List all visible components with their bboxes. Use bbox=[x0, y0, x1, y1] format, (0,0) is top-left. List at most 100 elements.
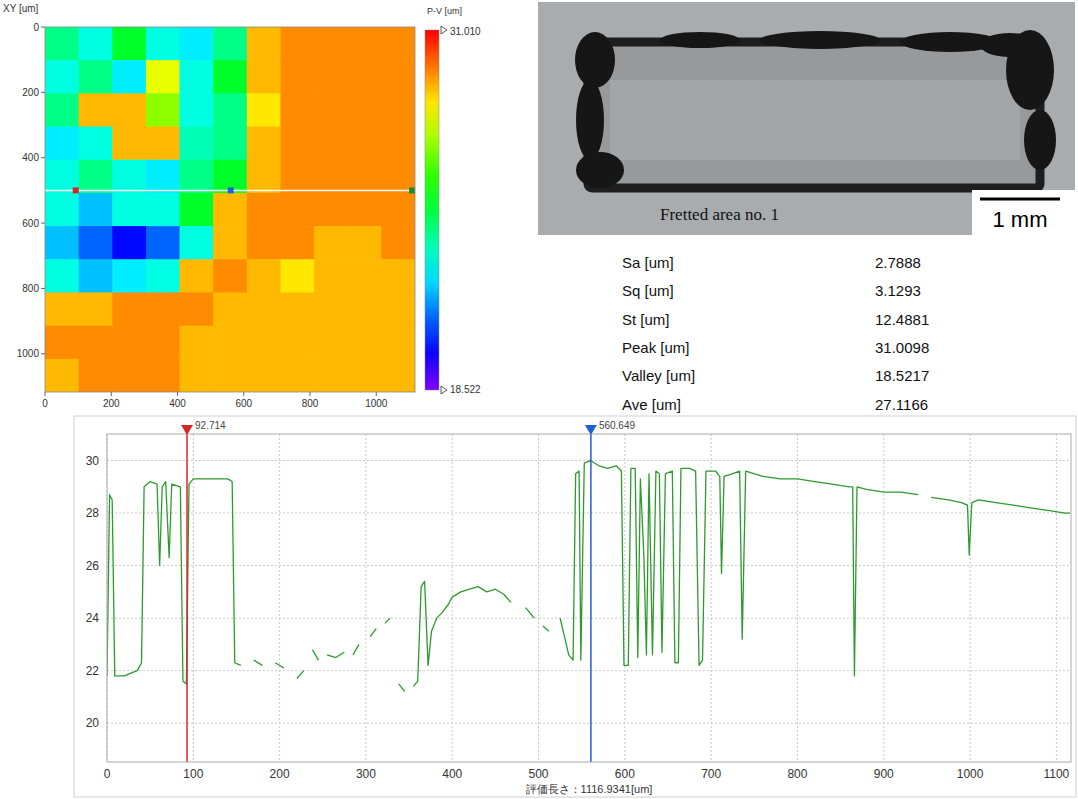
photo-ground bbox=[538, 2, 1075, 235]
heatmap-cell bbox=[180, 60, 214, 94]
heatmap-cell bbox=[112, 226, 146, 260]
heatmap-cell bbox=[79, 127, 113, 161]
x-tick-label: 500 bbox=[529, 767, 549, 781]
chart-panel bbox=[74, 416, 1076, 797]
heatmap-cell bbox=[213, 93, 247, 127]
heatmap-cell bbox=[213, 359, 247, 392]
heatmap-cell bbox=[79, 226, 113, 260]
heatmap-cell bbox=[112, 60, 146, 94]
x-tick bbox=[45, 392, 46, 396]
heatmap-cell bbox=[45, 27, 79, 61]
heatmap-cell bbox=[146, 93, 180, 127]
heatmap-cell bbox=[280, 259, 314, 293]
heatmap-cell bbox=[213, 326, 247, 360]
heatmap-cell bbox=[280, 160, 314, 194]
y-tick-label: 1000 bbox=[17, 348, 40, 359]
y-tick-label: 24 bbox=[86, 611, 100, 625]
heatmap-cell bbox=[247, 226, 281, 260]
x-tick-label: 600 bbox=[235, 398, 252, 409]
heatmap-cell bbox=[348, 193, 382, 227]
y-tick bbox=[41, 288, 45, 289]
heatmap-cell bbox=[381, 60, 415, 94]
heatmap-cell bbox=[213, 259, 247, 293]
heatmap-cell bbox=[180, 292, 214, 326]
heatmap-cell bbox=[314, 93, 348, 127]
colorbar bbox=[425, 30, 439, 390]
y-tick-label: 28 bbox=[86, 506, 100, 520]
plot-area bbox=[107, 434, 1070, 762]
grid-line bbox=[1056, 434, 1057, 762]
heatmap-cell bbox=[79, 359, 113, 392]
heatmap-cell bbox=[247, 27, 281, 61]
heatmap-cell bbox=[146, 226, 180, 260]
heatmap-cell bbox=[180, 359, 214, 392]
table-label: Sa [um] bbox=[622, 254, 674, 271]
heatmap-cells bbox=[45, 27, 415, 392]
wear-debris bbox=[660, 32, 740, 48]
heatmap-cell bbox=[280, 193, 314, 227]
heatmap-cell bbox=[180, 160, 214, 194]
heatmap-cell bbox=[314, 193, 348, 227]
heatmap-cell bbox=[213, 60, 247, 94]
profile-line bbox=[107, 461, 1070, 692]
heatmap-cell bbox=[381, 226, 415, 260]
figure: 0200400600800100002004006008001000XY [um… bbox=[0, 0, 1078, 799]
heatmap-cell bbox=[348, 93, 382, 127]
grid-line bbox=[279, 434, 280, 762]
heatmap-cell bbox=[146, 193, 180, 227]
cursor-label: 92.714 bbox=[195, 420, 226, 431]
x-tick bbox=[177, 392, 178, 396]
table-value: 31.0098 bbox=[875, 339, 929, 356]
profile-cursor-marker bbox=[73, 187, 79, 193]
x-tick-label: 700 bbox=[701, 767, 721, 781]
heatmap-cell bbox=[146, 292, 180, 326]
table-value: 18.5217 bbox=[875, 367, 929, 384]
heatmap-cell bbox=[280, 60, 314, 94]
x-tick-label: 0 bbox=[104, 767, 111, 781]
heatmap-cell bbox=[79, 160, 113, 194]
heatmap-cell bbox=[381, 259, 415, 293]
table-value: 12.4881 bbox=[875, 311, 929, 328]
heatmap-cell bbox=[348, 359, 382, 392]
heatmap-cell bbox=[180, 27, 214, 61]
table-value: 27.1166 bbox=[875, 396, 928, 413]
grid-line bbox=[107, 513, 1071, 514]
y-tick bbox=[41, 92, 45, 93]
x-tick-label: 1000 bbox=[365, 398, 388, 409]
heatmap-cell bbox=[348, 326, 382, 360]
heatmap-cell bbox=[247, 193, 281, 227]
colorbar-tick-label: 18.522 bbox=[450, 384, 481, 395]
grid-line bbox=[193, 434, 194, 762]
heatmap-cell bbox=[213, 127, 247, 161]
heatmap-cell bbox=[280, 326, 314, 360]
heatmap-cell bbox=[180, 93, 214, 127]
x-tick-label: 900 bbox=[874, 767, 894, 781]
y-tick bbox=[41, 27, 45, 28]
table-label: Sq [um] bbox=[622, 282, 674, 299]
photo: Fretted area no. 11 mm bbox=[538, 2, 1075, 235]
heatmap-cell bbox=[146, 359, 180, 392]
heatmap-cell bbox=[280, 359, 314, 392]
grid-line bbox=[538, 434, 539, 762]
heatmap-cell bbox=[314, 292, 348, 326]
heatmap-cell bbox=[247, 60, 281, 94]
heatmap-cell bbox=[247, 326, 281, 360]
y-tick-label: 200 bbox=[22, 87, 39, 98]
heatmap-cell bbox=[45, 93, 79, 127]
heatmap-cell bbox=[314, 226, 348, 260]
heatmap-cell bbox=[247, 160, 281, 194]
heatmap-cell bbox=[280, 226, 314, 260]
grid-line bbox=[970, 434, 971, 762]
wear-debris bbox=[1024, 110, 1056, 170]
heatmap-cell bbox=[112, 27, 146, 61]
grid-line bbox=[883, 434, 884, 762]
heatmap-cell bbox=[348, 27, 382, 61]
heatmap-cell bbox=[348, 259, 382, 293]
x-tick-label: 800 bbox=[787, 767, 807, 781]
grid-line bbox=[107, 565, 1071, 566]
grid-line bbox=[365, 434, 366, 762]
y-tick-label: 20 bbox=[86, 716, 100, 730]
x-tick-label: 100 bbox=[183, 767, 203, 781]
x-tick-label: 1100 bbox=[1043, 767, 1069, 781]
wear-debris bbox=[576, 80, 604, 160]
